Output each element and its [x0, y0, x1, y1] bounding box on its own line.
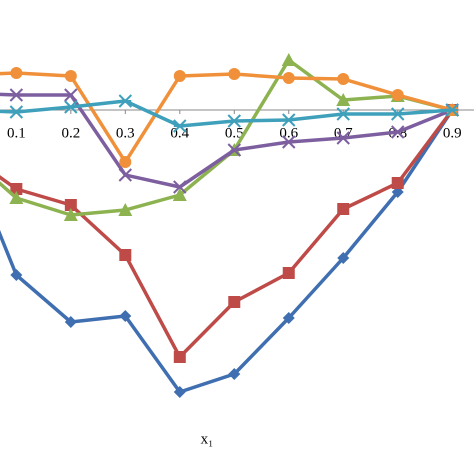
marker	[227, 143, 241, 157]
marker	[9, 88, 24, 102]
series-line	[0, 58, 453, 217]
marker	[10, 183, 23, 195]
marker	[9, 105, 24, 119]
x-tick-label: 0.2	[61, 125, 80, 141]
marker	[337, 252, 350, 264]
marker	[445, 103, 459, 117]
marker	[9, 191, 24, 204]
marker	[63, 208, 78, 221]
marker	[391, 125, 405, 139]
series-line	[0, 92, 453, 189]
marker	[119, 310, 132, 322]
x-tick-label: 0.5	[225, 125, 244, 141]
x-tick-label: 0.6	[279, 125, 298, 141]
series-line	[0, 99, 453, 128]
marker	[282, 267, 295, 279]
marker	[228, 68, 241, 80]
series-line	[0, 71, 453, 164]
marker	[336, 93, 351, 106]
x-tick-label: 0.4	[170, 125, 189, 141]
marker	[336, 107, 350, 121]
marker	[391, 107, 405, 121]
marker	[282, 312, 295, 324]
marker	[10, 269, 23, 281]
marker	[64, 70, 77, 82]
marker	[173, 351, 186, 363]
marker	[391, 177, 404, 189]
marker	[227, 114, 241, 128]
marker	[336, 131, 350, 145]
marker	[228, 296, 241, 308]
x-tick-label: 0.1	[7, 125, 26, 141]
marker	[119, 249, 132, 261]
marker	[119, 156, 132, 168]
marker	[64, 88, 78, 102]
marker	[118, 168, 133, 182]
marker	[173, 386, 186, 398]
marker	[10, 67, 23, 79]
marker	[228, 368, 241, 380]
marker	[118, 94, 133, 108]
marker	[173, 70, 186, 82]
marker	[337, 73, 350, 85]
marker	[337, 203, 350, 215]
marker	[64, 316, 77, 328]
series-line	[0, 109, 454, 394]
marker	[282, 135, 296, 149]
series-line	[0, 108, 454, 359]
marker	[64, 199, 77, 211]
marker	[282, 72, 295, 84]
plot-area	[0, 53, 460, 398]
marker	[282, 113, 296, 127]
marker	[281, 53, 296, 66]
marker	[64, 100, 78, 114]
marker	[172, 188, 187, 201]
x-tick-label: 0.3	[116, 125, 135, 141]
marker	[118, 203, 133, 216]
marker	[391, 89, 404, 101]
x-axis-label: x₁	[201, 431, 214, 447]
marker	[173, 180, 187, 194]
marker	[173, 119, 187, 133]
x-tick-label: 0.9	[443, 125, 462, 141]
